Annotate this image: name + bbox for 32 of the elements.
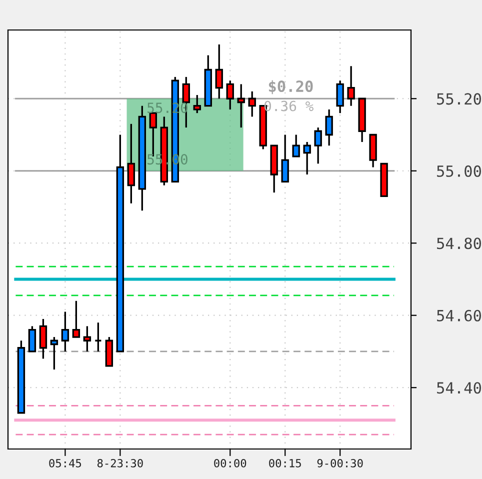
y-tick-label: 55.20 [437, 93, 481, 105]
candlestick [292, 134, 300, 158]
candlestick [83, 325, 92, 352]
x-tick-label: 00:00 [214, 458, 246, 468]
candlestick [281, 134, 289, 183]
x-tick-label: 8-23:30 [97, 458, 143, 468]
candlestick [28, 325, 36, 352]
candlestick [248, 90, 256, 118]
candlestick [325, 108, 333, 146]
y-tick-label: 54.40 [437, 382, 481, 394]
candlestick [336, 80, 344, 114]
y-tick-label: 55.00 [437, 165, 481, 177]
candlestick [226, 80, 234, 110]
candlestick [50, 336, 58, 370]
annotation: $0.20 [268, 80, 313, 94]
candlestick [61, 310, 70, 352]
x-tick-label: 05:45 [49, 458, 82, 468]
candlestick [127, 123, 136, 204]
x-tick-label: 00:15 [269, 458, 301, 468]
candlestick [72, 300, 80, 338]
candlestick [215, 44, 223, 100]
candlestick [237, 83, 245, 128]
candlestick [39, 318, 48, 360]
y-tick-label: 54.80 [437, 238, 481, 250]
candlestick [347, 65, 355, 107]
x-tick-label: 9-00:30 [317, 458, 363, 468]
candlestick [94, 322, 102, 352]
candlestick [193, 94, 201, 114]
candlestick [314, 126, 322, 164]
annotation: 0.36 % [264, 100, 314, 112]
candlestick [303, 141, 311, 176]
y-tick-label: 54.60 [437, 310, 481, 322]
